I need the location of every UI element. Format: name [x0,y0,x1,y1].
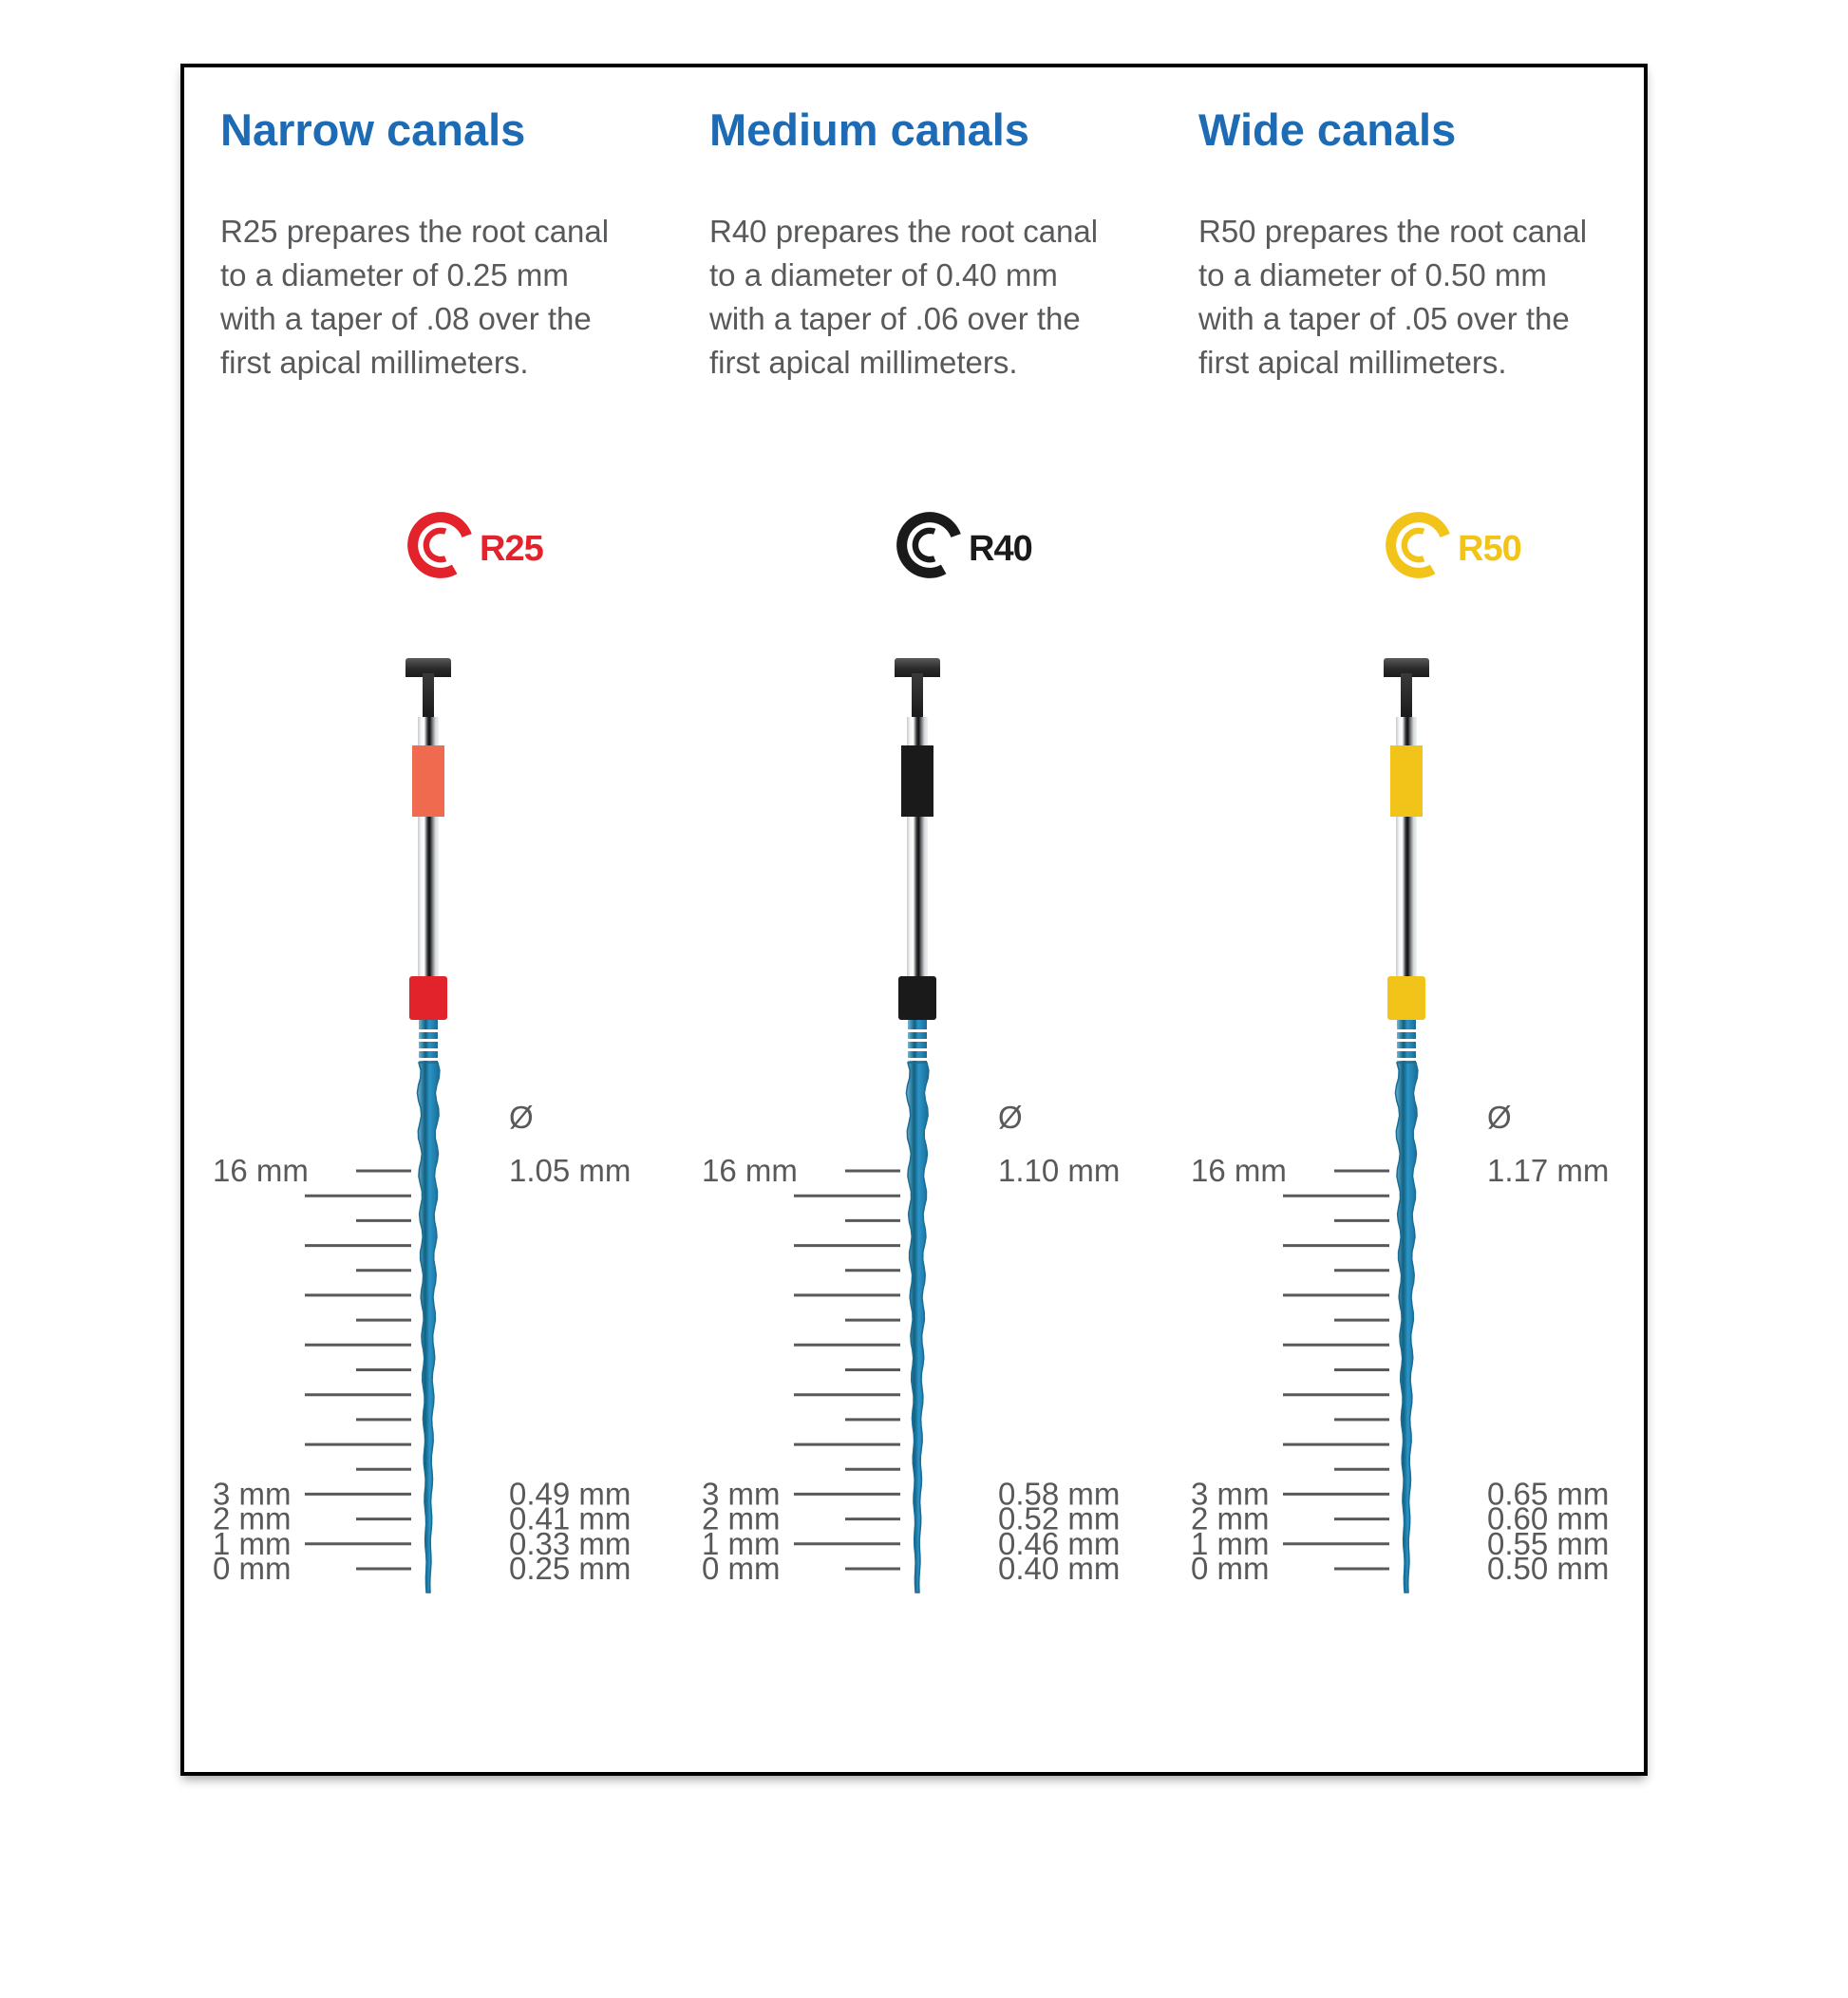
svg-text:Ø: Ø [998,1100,1023,1135]
svg-text:0 mm: 0 mm [213,1551,292,1586]
svg-text:0.40 mm: 0.40 mm [998,1551,1120,1586]
svg-text:16 mm: 16 mm [1191,1153,1287,1188]
svg-text:1.10 mm: 1.10 mm [998,1153,1120,1188]
svg-text:0 mm: 0 mm [1191,1551,1270,1586]
svg-text:0.50 mm: 0.50 mm [1487,1551,1609,1586]
svg-text:Ø: Ø [1487,1100,1512,1135]
svg-text:16 mm: 16 mm [702,1153,798,1188]
svg-text:0 mm: 0 mm [702,1551,781,1586]
svg-text:1.17 mm: 1.17 mm [1487,1153,1609,1188]
svg-text:1.05 mm: 1.05 mm [509,1153,631,1188]
svg-text:16 mm: 16 mm [213,1153,309,1188]
svg-text:0.25 mm: 0.25 mm [509,1551,631,1586]
svg-text:Ø: Ø [509,1100,534,1135]
